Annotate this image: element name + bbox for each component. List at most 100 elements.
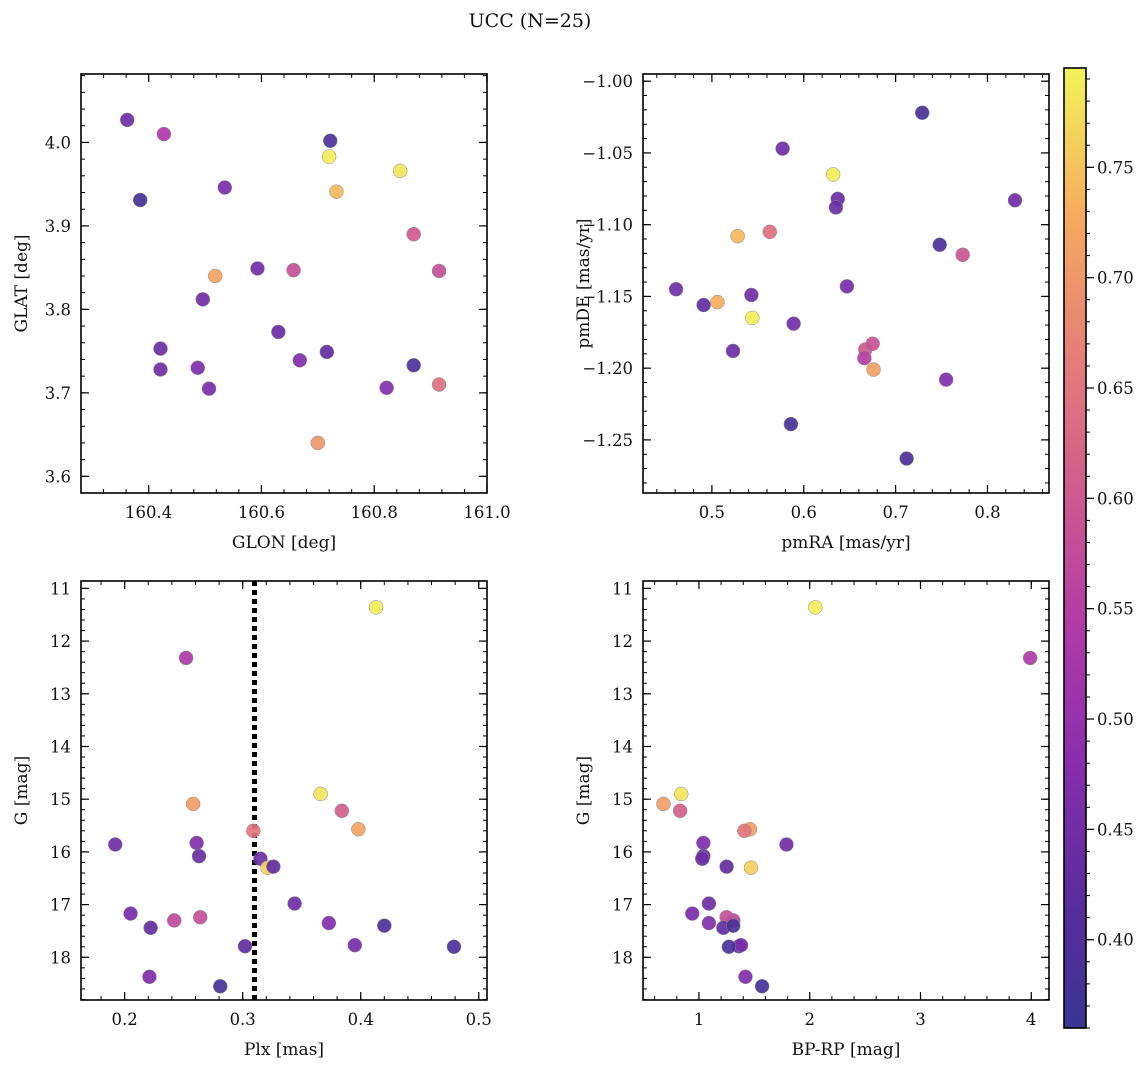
scatter-point — [201, 381, 217, 396]
scatter-point — [1022, 650, 1038, 666]
scatter-point — [668, 281, 684, 297]
scatter-point — [319, 344, 335, 360]
scatter-point — [392, 163, 408, 179]
colorbar-tick-label: 0.75 — [1097, 158, 1134, 177]
scatter-point — [266, 859, 281, 874]
y-tick-label: 17 — [612, 896, 633, 915]
scatter-point — [695, 851, 710, 867]
scatter-point — [786, 316, 801, 331]
scatter-point — [726, 918, 741, 933]
y-axis-label: GLAT [deg] — [12, 234, 32, 332]
scatter-point — [286, 262, 301, 278]
scatter-point — [721, 939, 737, 955]
scatter-point — [738, 969, 753, 985]
scatter-point — [839, 279, 855, 294]
y-tick-label: −1.15 — [582, 287, 633, 306]
scatter-point — [287, 896, 302, 911]
scatter-point — [321, 915, 337, 931]
y-tick-label: 3.6 — [45, 467, 71, 486]
scatter-point — [123, 906, 138, 921]
scatter-point — [246, 823, 261, 839]
scatter-point — [733, 937, 749, 953]
scatter-point — [271, 324, 286, 340]
x-tick-label: 161.0 — [463, 503, 510, 522]
scatter-point — [866, 362, 881, 377]
scatter-point — [719, 859, 734, 874]
y-tick-label: 12 — [612, 632, 633, 651]
y-tick-label: −1.10 — [582, 216, 633, 235]
scatter-point — [865, 336, 880, 352]
y-tick-label: 17 — [50, 896, 71, 915]
colorbar-tick-label: 0.40 — [1097, 931, 1134, 950]
scatter-point — [696, 297, 711, 313]
scatter-point — [406, 358, 421, 373]
y-tick-label: 18 — [50, 948, 71, 967]
scatter-point — [899, 451, 914, 466]
y-tick-label: 11 — [612, 579, 633, 598]
scatter-point — [322, 133, 338, 149]
scatter-point — [190, 360, 205, 376]
scatter-point — [955, 247, 970, 263]
axes-frame — [642, 73, 1050, 494]
scatter-point — [132, 192, 148, 208]
scatter-point — [217, 180, 233, 195]
x-tick-label: 0.8 — [974, 503, 1000, 522]
y-tick-label: 16 — [50, 843, 71, 862]
scatter-point — [178, 650, 194, 666]
scatter-point — [775, 141, 790, 156]
scatter-point — [334, 803, 350, 819]
scatter-point — [744, 287, 759, 303]
axes-frame — [80, 73, 488, 494]
scatter-point — [685, 906, 700, 921]
x-axis-label: BP-RP [mag] — [792, 1040, 901, 1060]
scatter-point — [656, 796, 671, 812]
scatter-point — [313, 786, 328, 802]
x-tick-label: 4 — [1026, 1010, 1037, 1029]
scatter-point — [710, 294, 725, 310]
colorbar-tick-label: 0.55 — [1097, 600, 1134, 619]
scatter-point — [166, 913, 182, 928]
scatter-point — [119, 112, 135, 128]
scatter-point — [914, 105, 930, 120]
scatter-point — [185, 796, 201, 812]
y-tick-label: −1.20 — [582, 359, 633, 378]
scatter-point — [672, 803, 688, 819]
panel-glon-glat: 160.4 160.6 160.8 161.0 3.6 3.7 3.8 3.9 4.0 GLON … — [12, 73, 511, 553]
scatter-point — [701, 915, 717, 931]
scatter-point — [368, 600, 384, 615]
scatter-point — [808, 600, 823, 615]
panel-pmra-pmde: 0.5 0.6 0.7 0.8 −1.25 −1.20 −1.15 −1.10 −1.05 −1.… — [574, 72, 1050, 553]
x-axis-label: pmRA [mas/yr] — [781, 533, 910, 553]
scatter-point — [431, 377, 447, 392]
y-tick-label: 11 — [50, 579, 71, 598]
scatter-point — [153, 362, 168, 377]
scatter-point — [192, 910, 208, 925]
scatter-point — [762, 224, 778, 240]
x-tick-label: 0.4 — [348, 1010, 374, 1029]
scatter-point — [237, 938, 253, 954]
figure-suptitle: UCC (N=25) — [469, 10, 592, 32]
y-axis-label: G [mag] — [574, 756, 594, 825]
scatter-point — [377, 918, 392, 933]
scatter-point — [351, 821, 366, 837]
scatter-point — [153, 341, 168, 356]
panel-plx-g: 0.2 0.3 0.4 0.5 11 12 13 14 15 16 17 18 Plx [mas] G [… — [12, 579, 492, 1060]
scatter-point — [725, 343, 741, 359]
x-tick-label: 160.8 — [351, 503, 398, 522]
x-axis-label: GLON [deg] — [232, 533, 336, 553]
y-tick-label: 4.0 — [45, 133, 71, 152]
y-axis-label: pmDE [mas/yr] — [574, 218, 594, 348]
y-tick-label: 15 — [612, 790, 633, 809]
colorbar-gradient — [1063, 67, 1087, 1029]
colorbar-tick-label: 0.65 — [1097, 379, 1134, 398]
scatter-point — [783, 416, 799, 432]
y-tick-label: 3.7 — [45, 384, 71, 403]
y-tick-label: 13 — [50, 685, 71, 704]
scatter-point — [779, 837, 794, 852]
colorbar-tick-label: 0.45 — [1097, 820, 1134, 839]
scatter-point — [1007, 193, 1023, 208]
y-tick-label: 15 — [50, 790, 71, 809]
scatter-point — [347, 937, 363, 953]
y-tick-label: 3.9 — [45, 217, 71, 236]
